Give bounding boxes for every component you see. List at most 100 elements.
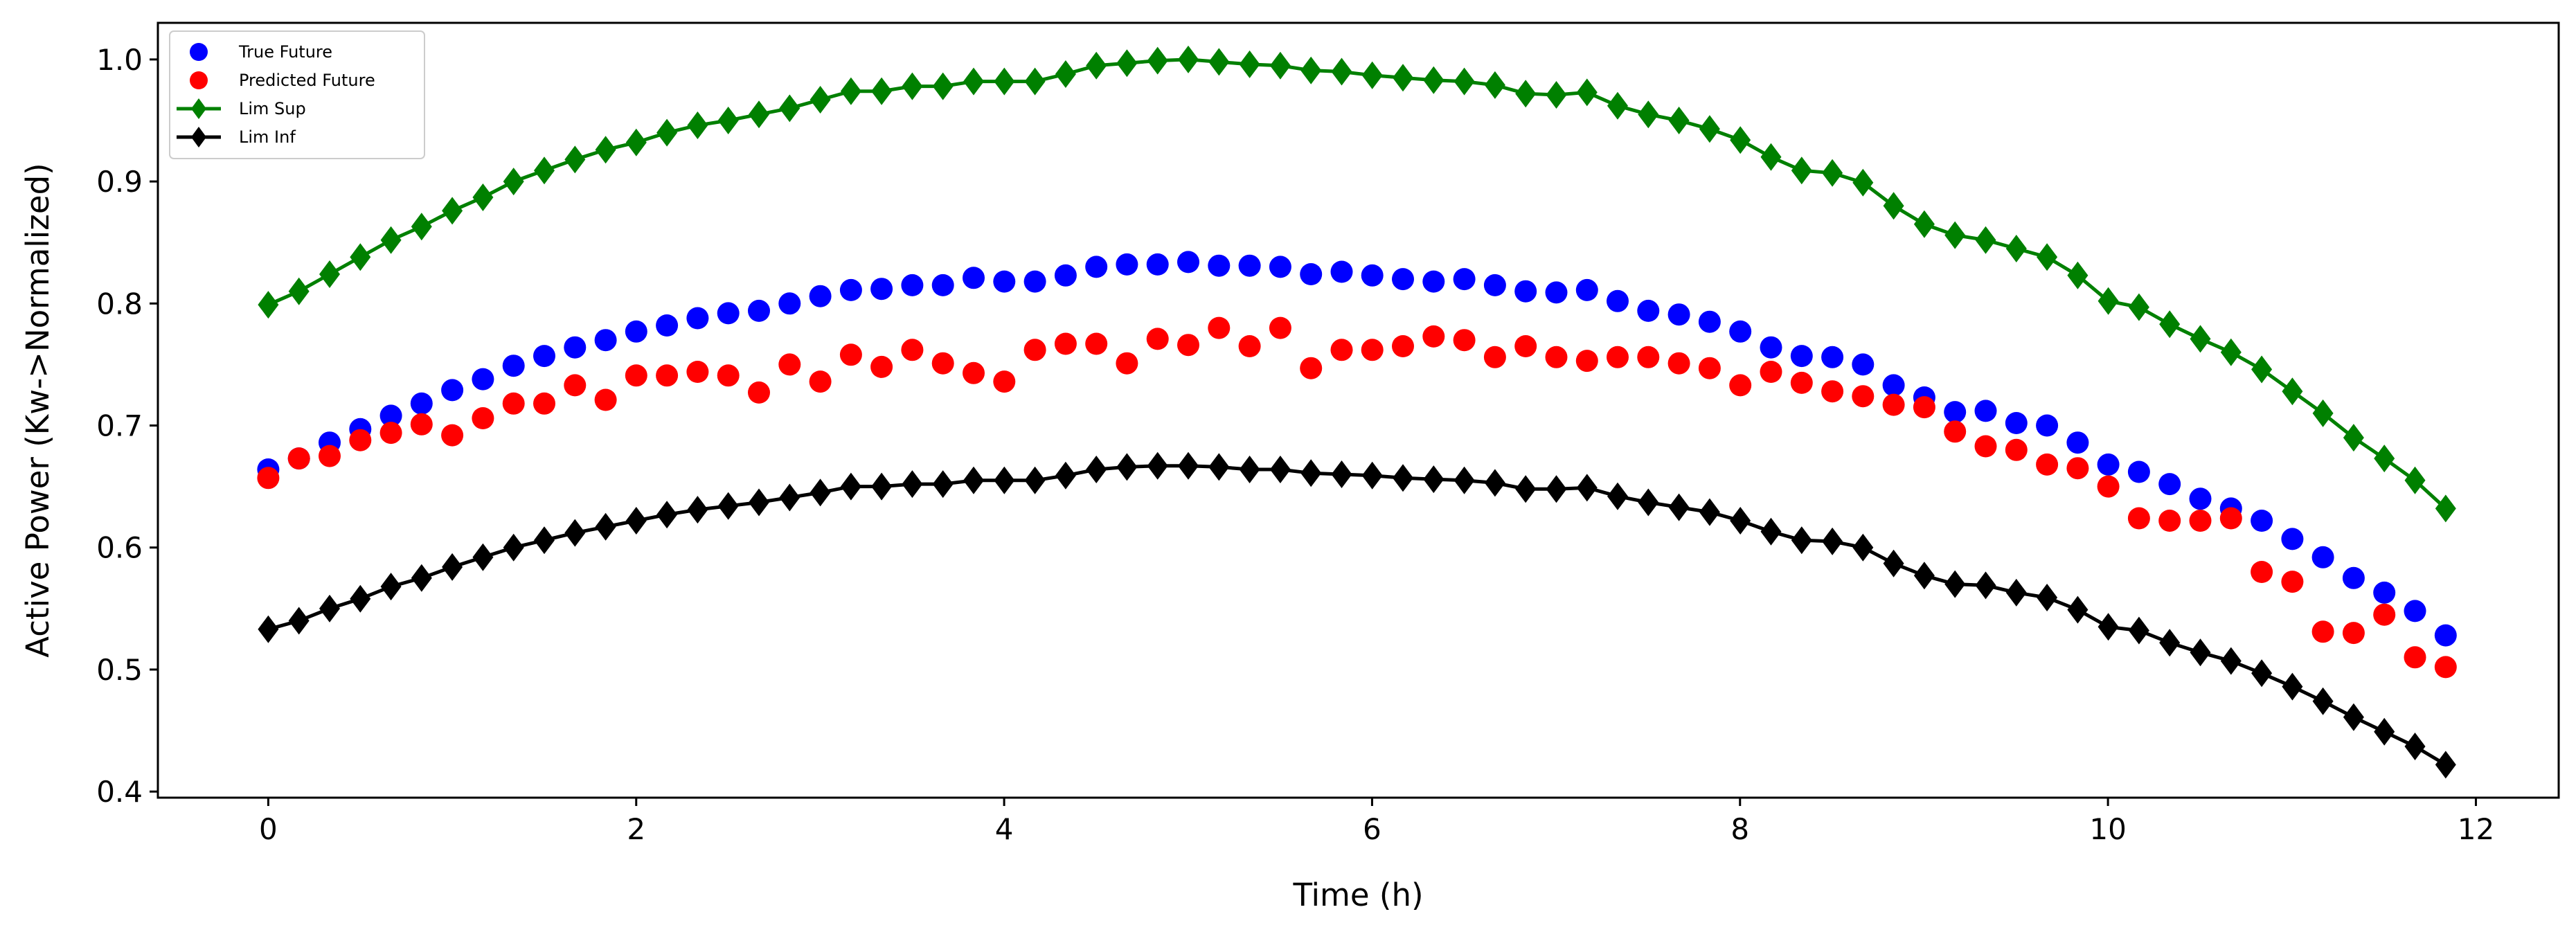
data-point — [1699, 115, 1720, 143]
data-point — [1760, 517, 1782, 546]
data-point — [1453, 329, 1476, 352]
data-point — [2189, 487, 2212, 510]
data-point — [1484, 71, 1505, 99]
data-point — [350, 584, 371, 613]
y-tick-label: 0.8 — [96, 287, 143, 321]
data-point — [687, 496, 708, 524]
x-tick-label: 2 — [627, 812, 645, 846]
data-point — [2435, 751, 2456, 779]
data-point — [534, 156, 555, 185]
data-point — [2342, 622, 2365, 645]
data-point — [810, 86, 831, 114]
data-point — [1023, 270, 1046, 293]
data-point — [564, 336, 587, 359]
data-point — [2404, 466, 2426, 494]
data-point — [1607, 482, 1628, 510]
x-tick-label: 10 — [2089, 812, 2126, 846]
data-point — [1607, 91, 1628, 120]
data-point — [963, 267, 985, 289]
data-point — [1300, 56, 1322, 84]
data-point — [258, 615, 279, 643]
data-point — [1545, 281, 1568, 304]
data-point — [1576, 78, 1598, 107]
data-point — [2066, 431, 2089, 454]
data-point — [2282, 672, 2303, 701]
data-point — [502, 392, 525, 415]
data-point — [2220, 647, 2242, 675]
data-point — [2127, 460, 2150, 483]
data-point — [1667, 352, 1690, 375]
data-point — [963, 466, 984, 494]
series-lim-inf — [258, 451, 2456, 779]
data-point — [1698, 310, 1721, 333]
y-tick-label: 1.0 — [96, 43, 143, 77]
data-point — [1760, 361, 1782, 383]
data-point — [839, 343, 862, 366]
data-point — [441, 379, 464, 402]
data-point — [778, 353, 801, 376]
legend-label: True Future — [238, 42, 332, 62]
legend-item-lim-inf: Lim Inf — [177, 127, 296, 147]
data-point — [1177, 334, 1199, 357]
data-point — [1699, 498, 1720, 526]
data-point — [2190, 638, 2211, 667]
data-point — [1208, 453, 1230, 481]
data-point — [871, 472, 893, 501]
data-point — [870, 355, 893, 378]
data-point — [2036, 453, 2059, 476]
legend-marker — [191, 127, 206, 147]
data-point — [902, 72, 923, 100]
data-point — [1300, 357, 1323, 379]
data-point — [901, 274, 924, 296]
data-point — [2005, 578, 2027, 607]
data-point — [2251, 659, 2273, 688]
data-point — [1698, 357, 1721, 379]
series-layer — [257, 45, 2457, 779]
data-point — [410, 413, 433, 436]
data-point — [1913, 396, 1935, 419]
data-point — [1238, 335, 1261, 357]
data-point — [2434, 656, 2457, 679]
data-point — [839, 278, 862, 301]
data-point — [1423, 465, 1444, 494]
data-point — [2311, 620, 2334, 643]
data-point — [1454, 466, 1475, 494]
legend-label: Predicted Future — [239, 71, 375, 90]
data-point — [809, 285, 832, 307]
data-point — [2342, 566, 2365, 589]
data-point — [1514, 335, 1537, 357]
data-point — [1269, 51, 1291, 80]
data-point — [717, 364, 740, 387]
data-point — [749, 488, 769, 517]
data-point — [503, 168, 524, 196]
data-point — [963, 361, 985, 384]
data-point — [1331, 57, 1352, 86]
data-point — [686, 307, 709, 330]
data-point — [2005, 235, 2027, 262]
data-point — [1147, 451, 1168, 480]
data-point — [2127, 507, 2150, 530]
data-point — [1208, 316, 1231, 339]
data-point — [1760, 143, 1782, 171]
data-point — [319, 260, 340, 288]
data-point — [1085, 256, 1108, 278]
data-point — [1454, 67, 1475, 96]
data-point — [1330, 260, 1353, 283]
data-point — [1178, 451, 1199, 480]
y-tick-label: 0.5 — [96, 653, 143, 687]
data-point — [533, 392, 555, 415]
data-point — [2159, 629, 2181, 657]
data-point — [2311, 546, 2334, 568]
data-point — [1944, 570, 1966, 598]
data-point — [625, 364, 647, 387]
data-point — [319, 445, 341, 467]
data-point — [1667, 303, 1690, 326]
data-point — [1730, 507, 1751, 535]
data-point — [1453, 268, 1476, 291]
data-point — [840, 77, 861, 105]
data-point — [319, 594, 340, 622]
data-point — [1575, 350, 1598, 373]
data-point — [931, 352, 954, 375]
legend-box — [169, 30, 425, 159]
data-point — [1422, 270, 1445, 293]
